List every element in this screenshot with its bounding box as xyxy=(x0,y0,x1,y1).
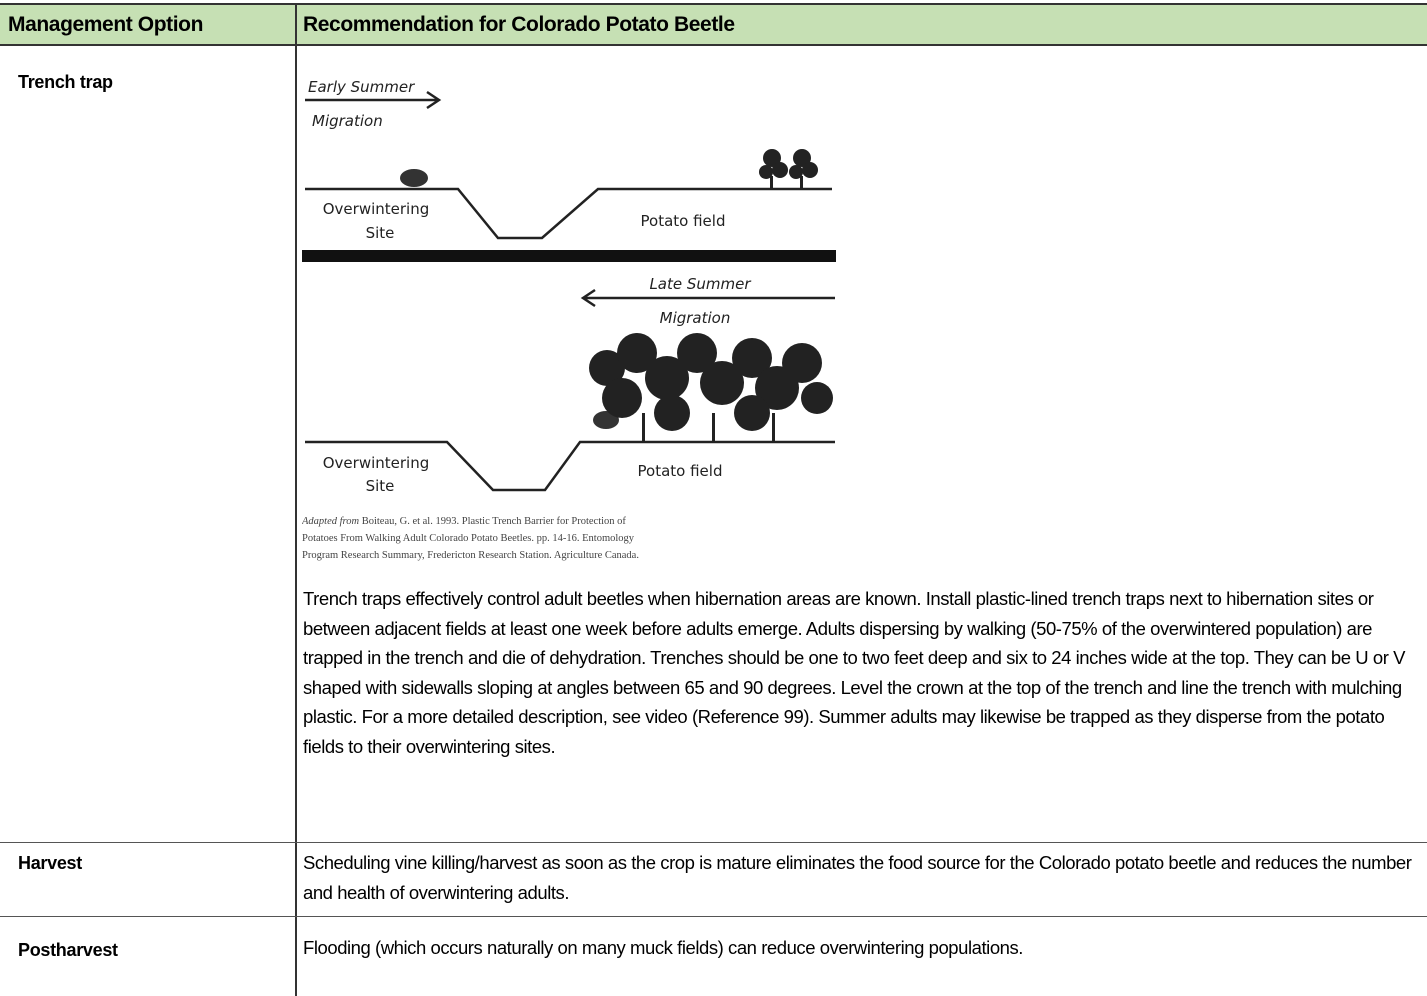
header-cell: Recommendation for Colorado Potato Beetl… xyxy=(303,13,735,36)
header-cell: Management Option xyxy=(8,13,204,36)
diagram-label: Site xyxy=(366,477,395,495)
diagram-label: Site xyxy=(366,224,395,242)
svg-text:Adapted from Boiteau, G. et al: Adapted from Boiteau, G. et al. 1993. Pl… xyxy=(302,516,626,527)
recommendation-text: Trench traps effectively control adult b… xyxy=(303,588,1406,757)
beetle xyxy=(400,169,428,187)
option-label: Harvest xyxy=(18,853,82,873)
diagram-label: Late Summer xyxy=(649,275,751,293)
diagram-label: Overwintering xyxy=(323,454,430,472)
recommendation-text: Scheduling vine killing/harvest as soon … xyxy=(303,852,1412,903)
diagram-label: Overwintering xyxy=(323,200,430,218)
divider-band xyxy=(302,250,836,262)
caption-line: Potatoes From Walking Adult Colorado Pot… xyxy=(302,533,635,544)
caption-prefix: Adapted from xyxy=(302,516,359,527)
recommendation-text: Flooding (which occurs naturally on many… xyxy=(303,937,1023,958)
caption-line: Program Research Summary, Fredericton Re… xyxy=(302,550,639,561)
row-divider xyxy=(0,916,1427,917)
diagram-label: Potato field xyxy=(638,462,723,480)
row-divider xyxy=(0,842,1427,843)
plants xyxy=(759,149,818,188)
option-label: Trench trap xyxy=(18,72,113,92)
diagram-label: Migration xyxy=(660,309,731,327)
bushes xyxy=(589,333,833,442)
diagram-label: Potato field xyxy=(641,212,726,230)
diagram-label: Migration xyxy=(312,112,383,130)
column-divider xyxy=(295,3,297,996)
trench-diagram: Early Summer Migration Overwintering Sit… xyxy=(302,78,836,561)
diagram-label: Early Summer xyxy=(308,78,415,96)
caption-line: Boiteau, G. et al. 1993. Plastic Trench … xyxy=(359,516,626,527)
header-row xyxy=(0,3,1427,46)
option-label: Postharvest xyxy=(18,940,118,960)
